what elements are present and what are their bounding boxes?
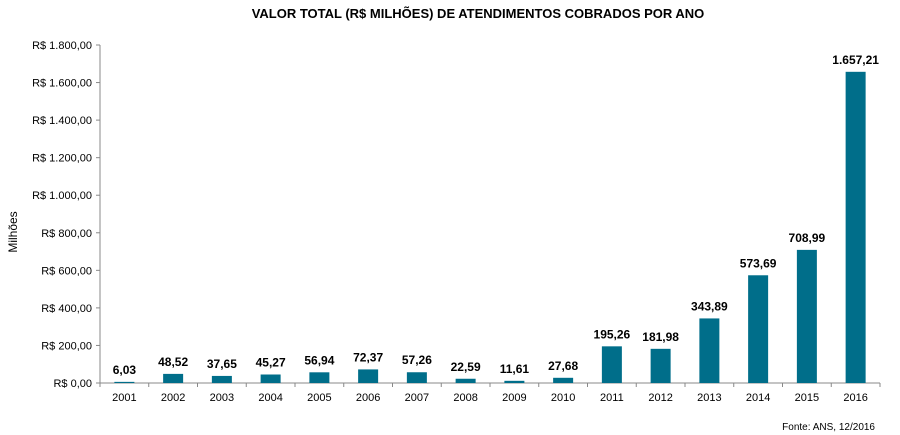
bar-2006 bbox=[358, 369, 379, 383]
bar-2016 bbox=[845, 71, 866, 383]
x-tick-label: 2002 bbox=[161, 392, 185, 404]
source-note: Fonte: ANS, 12/2016 bbox=[782, 422, 875, 433]
data-label-2001: 6,03 bbox=[113, 363, 137, 377]
bar-2011 bbox=[601, 346, 622, 383]
data-label-2007: 57,26 bbox=[402, 353, 432, 367]
bar-2007 bbox=[406, 372, 427, 383]
data-label-2004: 45,27 bbox=[256, 355, 286, 369]
bar-2009 bbox=[504, 380, 525, 383]
x-tick-label: 2010 bbox=[551, 392, 575, 404]
x-tick-label: 2009 bbox=[502, 392, 526, 404]
x-tick-label: 2001 bbox=[112, 392, 136, 404]
bar-2003 bbox=[211, 375, 232, 383]
y-tick-label: R$ 0,00 bbox=[53, 378, 92, 390]
x-tick-label: 2016 bbox=[843, 392, 867, 404]
x-tick-label: 2011 bbox=[600, 392, 624, 404]
y-tick-label: R$ 1.600,00 bbox=[32, 78, 92, 90]
y-tick-label: R$ 400,00 bbox=[41, 303, 92, 315]
x-tick-label: 2003 bbox=[210, 392, 234, 404]
x-axis-ticks: 2001 2002 2003 2004 2005 2006 2007 2008 2009 2010… bbox=[99, 383, 881, 404]
data-labels: 6,03 48,52 37,65 45,27 56,94 72,37 57,26 22,59 1… bbox=[113, 53, 880, 377]
bar-2012 bbox=[650, 348, 671, 383]
x-tick-label: 2005 bbox=[307, 392, 331, 404]
bar-2010 bbox=[553, 377, 574, 383]
y-tick-label: R$ 1.400,00 bbox=[32, 115, 92, 127]
chart-title: VALOR TOTAL (R$ MILHÕES) DE ATENDIMENTOS… bbox=[252, 6, 705, 21]
x-tick-label: 2014 bbox=[746, 392, 770, 404]
data-label-2014: 573,69 bbox=[740, 256, 777, 270]
y-tick-label: R$ 1.800,00 bbox=[32, 40, 92, 52]
y-axis-ticks: R$ 0,00 R$ 200,00 R$ 400,00 R$ 600,00 R$ 800… bbox=[32, 40, 100, 390]
y-tick-label: R$ 800,00 bbox=[41, 228, 92, 240]
x-tick-label: 2006 bbox=[356, 392, 380, 404]
x-tick-label: 2007 bbox=[405, 392, 429, 404]
y-tick-label: R$ 1.000,00 bbox=[32, 190, 92, 202]
x-tick-label: 2015 bbox=[795, 392, 819, 404]
data-label-2011: 195,26 bbox=[594, 327, 631, 341]
data-label-2012: 181,98 bbox=[642, 330, 679, 344]
bar-2015 bbox=[796, 249, 817, 383]
bar-2001 bbox=[114, 381, 135, 383]
bar-2004 bbox=[260, 374, 281, 383]
data-label-2005: 56,94 bbox=[304, 353, 334, 367]
data-label-2003: 37,65 bbox=[207, 357, 237, 371]
x-tick-label: 2013 bbox=[697, 392, 721, 404]
y-tick-label: R$ 200,00 bbox=[41, 340, 92, 352]
data-label-2008: 22,59 bbox=[451, 360, 481, 374]
bar-2013 bbox=[699, 318, 720, 383]
data-label-2009: 11,61 bbox=[500, 362, 530, 376]
data-label-2006: 72,37 bbox=[353, 350, 383, 364]
bar-2002 bbox=[163, 373, 184, 383]
data-label-2015: 708,99 bbox=[789, 231, 826, 245]
bar-2008 bbox=[455, 378, 476, 383]
data-label-2016: 1.657,21 bbox=[832, 53, 879, 67]
y-axis-label: Milhões bbox=[6, 211, 20, 252]
data-label-2013: 343,89 bbox=[691, 299, 728, 313]
x-tick-label: 2008 bbox=[453, 392, 477, 404]
y-tick-label: R$ 1.200,00 bbox=[32, 153, 92, 165]
x-tick-label: 2012 bbox=[648, 392, 672, 404]
data-label-2010: 27,68 bbox=[548, 359, 578, 373]
x-tick-label: 2004 bbox=[258, 392, 282, 404]
bar-2005 bbox=[309, 372, 330, 383]
bars-group bbox=[114, 71, 866, 383]
bar-2014 bbox=[748, 275, 769, 383]
data-label-2002: 48,52 bbox=[158, 355, 188, 369]
y-tick-label: R$ 600,00 bbox=[41, 265, 92, 277]
